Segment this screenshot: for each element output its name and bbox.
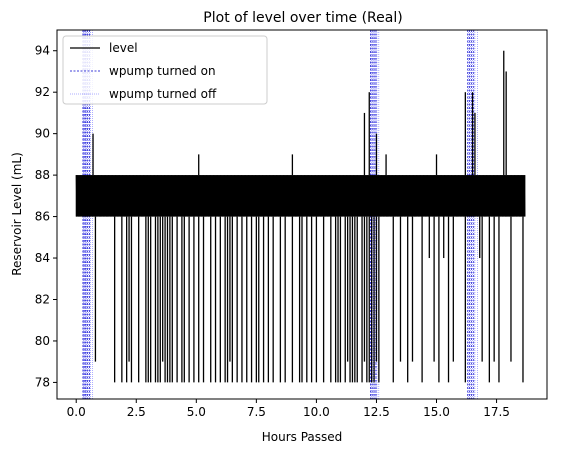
plot-area <box>75 30 526 399</box>
y-tick-label: 90 <box>35 127 50 141</box>
x-axis-label: Hours Passed <box>262 430 343 444</box>
level-band <box>76 175 526 217</box>
y-tick-label: 78 <box>35 375 50 389</box>
x-axis: 0.0 2.5 5.0 7.5 10.0 12.5 15.0 17.5 <box>67 399 510 419</box>
x-tick-label: 10.0 <box>303 405 330 419</box>
x-tick-label: 5.0 <box>187 405 206 419</box>
y-tick-label: 86 <box>35 210 50 224</box>
x-tick-label: 2.5 <box>127 405 146 419</box>
x-tick-label: 0.0 <box>67 405 86 419</box>
y-tick-label: 84 <box>35 251 50 265</box>
chart-title: Plot of level over time (Real) <box>203 10 402 26</box>
plot-frame <box>56 29 548 400</box>
level-series <box>75 50 526 383</box>
y-axis: 78 80 82 84 86 88 90 92 94 <box>35 44 57 389</box>
y-tick-label: 92 <box>35 85 50 99</box>
legend-label-pump-on: wpump turned on <box>109 64 216 78</box>
legend: level wpump turned on wpump turned off <box>62 35 268 105</box>
y-tick-label: 82 <box>35 292 50 306</box>
x-tick-label: 12.5 <box>363 405 390 419</box>
y-tick-label: 94 <box>35 44 50 58</box>
y-axis-label: Reservoir Level (mL) <box>10 152 24 276</box>
x-tick-label: 15.0 <box>423 405 450 419</box>
y-tick-label: 80 <box>35 334 50 348</box>
y-tick-label: 88 <box>35 168 50 182</box>
legend-label-level: level <box>109 41 138 55</box>
x-tick-label: 7.5 <box>247 405 266 419</box>
x-tick-label: 17.5 <box>483 405 510 419</box>
legend-label-pump-off: wpump turned off <box>109 87 217 101</box>
legend-box <box>62 35 268 105</box>
